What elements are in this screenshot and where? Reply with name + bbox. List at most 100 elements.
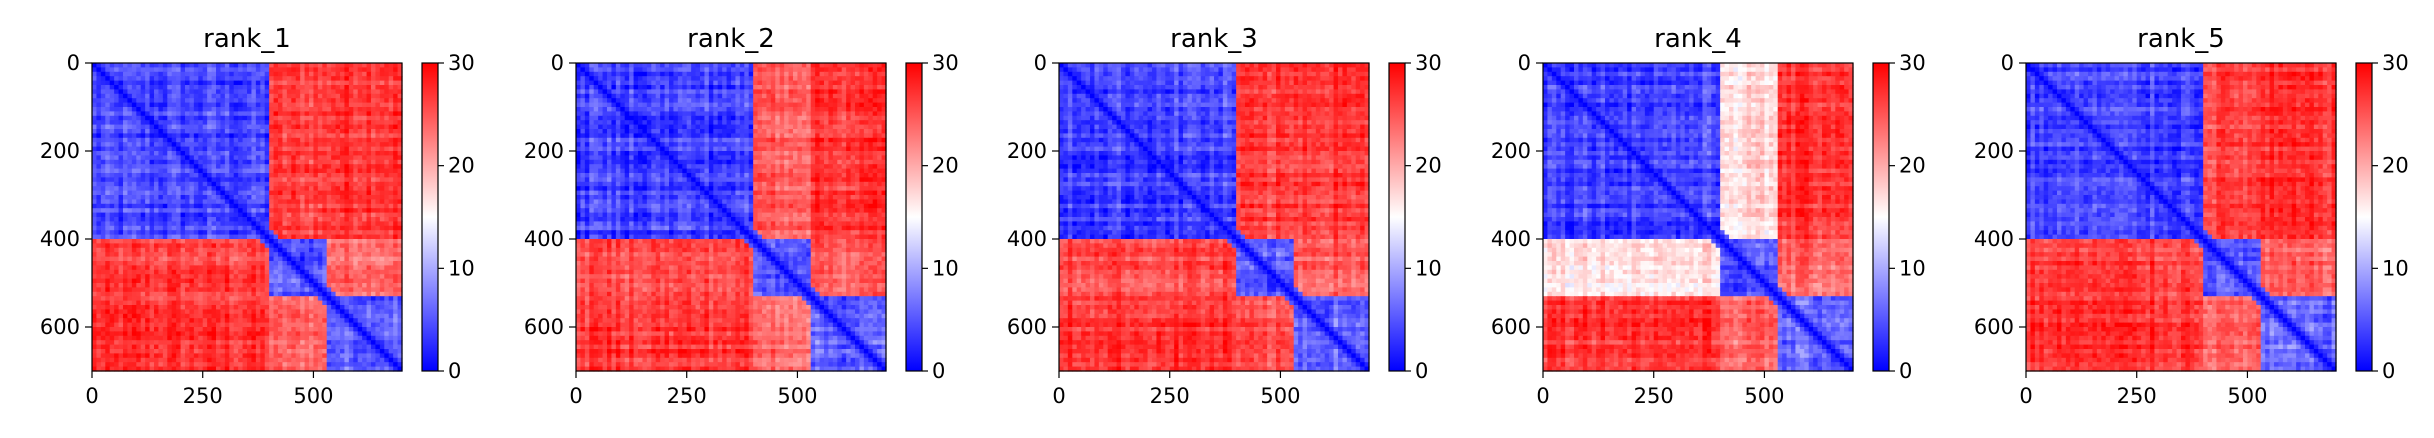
heatmap-cell: [171, 353, 177, 359]
heatmap-cell: [353, 151, 359, 156]
heatmap-cell: [127, 327, 133, 332]
heatmap-cell: [344, 93, 350, 99]
heatmap-cell: [100, 287, 106, 293]
heatmap-cell: [105, 247, 111, 253]
heatmap-cell: [278, 283, 284, 288]
heatmap-cell: [322, 265, 328, 271]
heatmap-cell: [162, 340, 168, 346]
heatmap-cell: [96, 234, 102, 240]
heatmap-cell: [388, 98, 394, 104]
heatmap-cell: [100, 349, 106, 354]
heatmap-cell: [140, 107, 146, 112]
heatmap-cell: [207, 212, 213, 218]
heatmap-cell: [167, 186, 173, 192]
heatmap-cell: [158, 120, 164, 126]
heatmap-cell: [388, 129, 394, 134]
heatmap-cell: [229, 195, 235, 200]
heatmap-cell: [264, 318, 270, 324]
heatmap-cell: [335, 190, 341, 196]
heatmap-cell: [384, 225, 390, 231]
heatmap-cell: [145, 85, 151, 90]
heatmap-cell: [167, 76, 173, 82]
heatmap-cell: [202, 146, 208, 152]
heatmap-cell: [278, 177, 284, 183]
heatmap-cell: [131, 98, 137, 104]
heatmap-cell: [317, 203, 323, 209]
heatmap-cell: [229, 98, 235, 104]
heatmap-cell: [229, 269, 235, 275]
heatmap-cell: [375, 300, 381, 306]
heatmap-cell: [251, 283, 257, 288]
heatmap-cell: [220, 269, 226, 275]
heatmap-cell: [344, 217, 350, 222]
heatmap-cell: [202, 177, 208, 183]
heatmap-cell: [300, 120, 306, 126]
heatmap-cell: [366, 159, 372, 165]
heatmap-cell: [317, 89, 323, 95]
heatmap-cell: [127, 164, 133, 170]
heatmap-cell: [176, 331, 182, 337]
heatmap-cell: [313, 85, 319, 90]
heatmap-cell: [273, 173, 279, 178]
heatmap-cell: [291, 296, 297, 302]
heatmap-cell: [238, 107, 244, 112]
heatmap-cell: [207, 318, 213, 324]
heatmap-cell: [322, 331, 328, 337]
heatmap-cell: [154, 67, 160, 73]
heatmap-cell: [154, 80, 160, 86]
heatmap-cell: [348, 322, 354, 328]
heatmap-cell: [340, 208, 346, 214]
heatmap-cell: [109, 120, 115, 126]
heatmap-cell: [167, 234, 173, 240]
heatmap-cell: [397, 151, 403, 156]
heatmap-cell: [109, 278, 115, 284]
heatmap-cell: [238, 362, 244, 368]
heatmap-cell: [171, 221, 177, 227]
heatmap-cell: [185, 190, 191, 196]
heatmap-cell: [207, 217, 213, 222]
heatmap-cell: [371, 133, 377, 139]
heatmap-cell: [255, 269, 261, 275]
heatmap-cell: [273, 239, 279, 244]
heatmap-cell: [317, 291, 323, 297]
heatmap-cell: [291, 111, 297, 117]
heatmap-cell: [348, 63, 354, 68]
heatmap-cell: [96, 331, 102, 337]
heatmap-cell: [202, 142, 208, 148]
heatmap-cell: [393, 357, 399, 363]
heatmap-cell: [149, 190, 155, 196]
heatmap-cell: [331, 362, 337, 368]
heatmap-cell: [309, 168, 315, 174]
heatmap-cell: [357, 102, 363, 108]
heatmap-cell: [167, 203, 173, 209]
heatmap-cell: [242, 85, 248, 90]
heatmap-cell: [260, 322, 266, 328]
heatmap-cell: [242, 137, 248, 143]
heatmap-cell: [393, 203, 399, 209]
heatmap-cell: [291, 230, 297, 236]
heatmap-cell: [273, 265, 279, 271]
heatmap-cell: [269, 313, 275, 319]
heatmap-cell: [171, 327, 177, 332]
heatmap-cell: [140, 269, 146, 275]
heatmap-cell: [189, 309, 195, 315]
heatmap-cell: [202, 283, 208, 288]
heatmap-cell: [300, 151, 306, 156]
heatmap-cell: [362, 269, 368, 275]
heatmap-cell: [371, 291, 377, 297]
heatmap-cell: [185, 124, 191, 130]
heatmap-cell: [278, 203, 284, 209]
heatmap-cell: [180, 278, 186, 284]
heatmap-cell: [326, 203, 332, 209]
heatmap-cell: [140, 362, 146, 368]
heatmap-cell: [269, 137, 275, 143]
heatmap-cell: [353, 309, 359, 315]
heatmap-cell: [100, 107, 106, 112]
heatmap-cell: [326, 133, 332, 139]
heatmap-cell: [295, 340, 301, 346]
heatmap-cell: [162, 265, 168, 271]
heatmap-cell: [185, 115, 191, 121]
heatmap-cell: [202, 278, 208, 284]
heatmap-cell: [251, 89, 257, 95]
heatmap-cell: [291, 247, 297, 253]
